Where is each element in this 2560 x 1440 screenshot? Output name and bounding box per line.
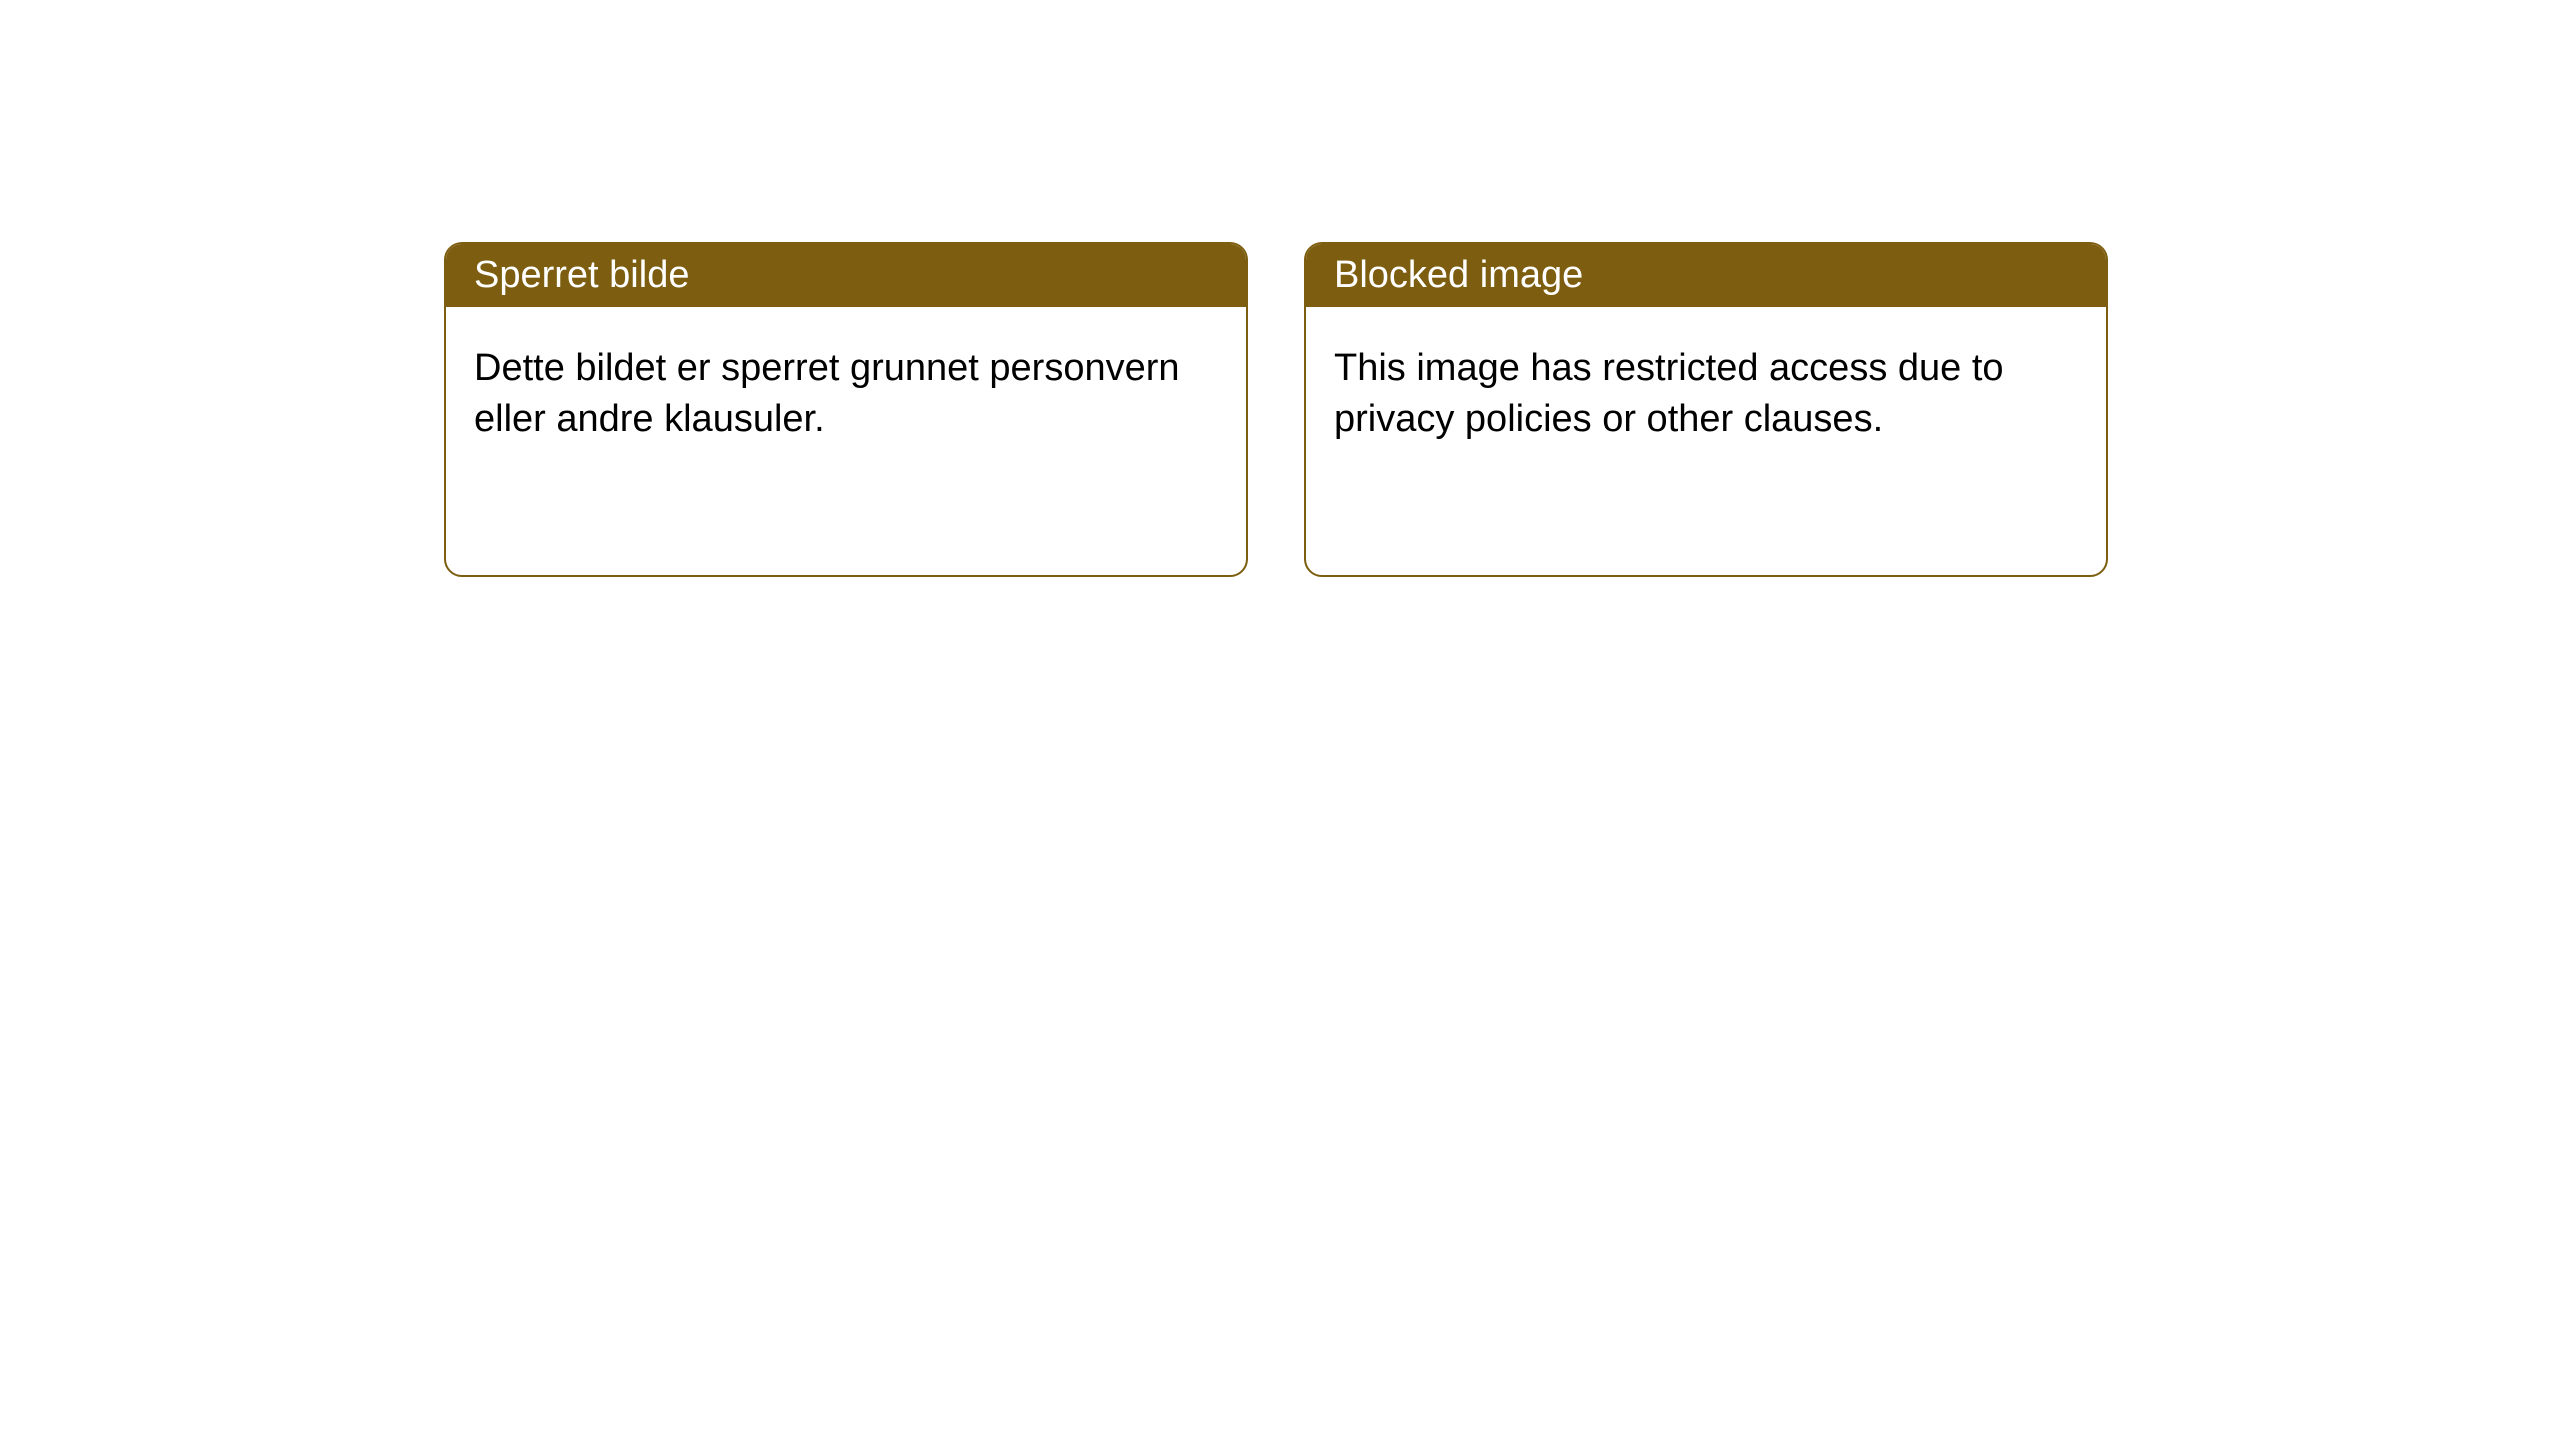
notice-card-en: Blocked image This image has restricted … [1304, 242, 2108, 577]
notice-card-title-en: Blocked image [1306, 244, 2106, 307]
notice-card-body-en: This image has restricted access due to … [1306, 307, 2106, 482]
notice-card-title-no: Sperret bilde [446, 244, 1246, 307]
notice-card-body-no: Dette bildet er sperret grunnet personve… [446, 307, 1246, 482]
notice-card-no: Sperret bilde Dette bildet er sperret gr… [444, 242, 1248, 577]
notice-card-row: Sperret bilde Dette bildet er sperret gr… [444, 242, 2108, 577]
